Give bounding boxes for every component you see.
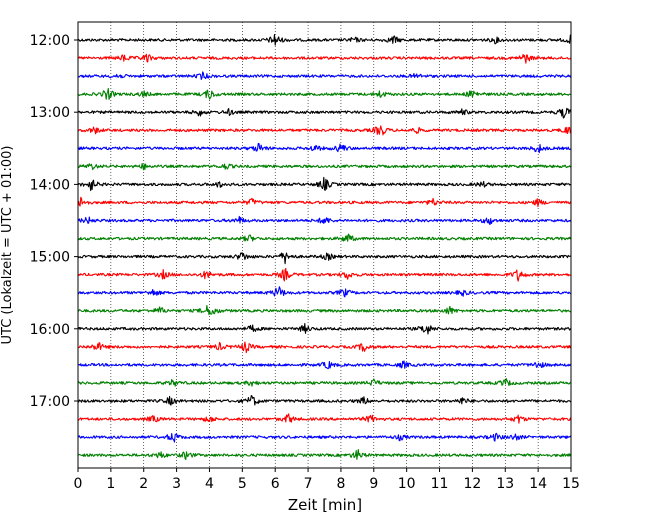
trace-line bbox=[77, 196, 572, 208]
trace-line bbox=[77, 413, 572, 424]
trace-line bbox=[77, 215, 572, 226]
x-tick-label: 9 bbox=[369, 476, 378, 492]
trace-line bbox=[77, 142, 572, 154]
x-tick-label: 0 bbox=[74, 476, 83, 492]
trace-line bbox=[77, 125, 572, 136]
y-tick-label: 12:00 bbox=[30, 33, 70, 49]
trace-line bbox=[77, 162, 572, 171]
plot-frame bbox=[77, 21, 572, 469]
x-tick-label: 4 bbox=[205, 476, 214, 492]
x-tick-label: 5 bbox=[238, 476, 247, 492]
x-tick-label: 10 bbox=[398, 476, 416, 492]
y-tick-label: 17:00 bbox=[30, 394, 70, 410]
trace-line bbox=[77, 233, 572, 242]
trace-line bbox=[78, 53, 572, 64]
y-tick-label: 15:00 bbox=[30, 250, 70, 266]
x-tick-label: 1 bbox=[106, 476, 115, 492]
x-tick-label: 11 bbox=[431, 476, 449, 492]
trace-line bbox=[77, 341, 572, 354]
trace-line bbox=[77, 252, 572, 265]
x-tick-label: 13 bbox=[496, 476, 514, 492]
trace-line bbox=[77, 378, 572, 387]
trace-line bbox=[77, 267, 572, 282]
trace-line bbox=[77, 286, 572, 298]
x-tick-label: 3 bbox=[172, 476, 181, 492]
x-tick-label: 2 bbox=[139, 476, 148, 492]
x-tick-label: 8 bbox=[336, 476, 345, 492]
trace-line bbox=[77, 107, 572, 119]
x-axis-ticks: 0 1 2 3 4 5 6 7 8 9 10 11 12 13 14 15 bbox=[74, 468, 580, 492]
trace-line bbox=[77, 395, 572, 406]
x-tick-label: 6 bbox=[271, 476, 280, 492]
x-tick-label: 7 bbox=[304, 476, 313, 492]
trace-line bbox=[77, 323, 572, 335]
trace-line bbox=[77, 71, 572, 80]
trace-line bbox=[78, 304, 572, 316]
y-axis-title: UTC (Lokalzeit = UTC + 01:00) bbox=[0, 146, 15, 345]
x-tick-label: 14 bbox=[529, 476, 547, 492]
y-tick-label: 14:00 bbox=[30, 177, 70, 193]
x-tick-label: 15 bbox=[562, 476, 580, 492]
trace-line bbox=[77, 176, 572, 192]
trace-line bbox=[77, 449, 572, 460]
y-tick-label: 13:00 bbox=[30, 105, 70, 121]
trace-group bbox=[77, 34, 572, 460]
x-tick-label: 12 bbox=[463, 476, 481, 492]
trace-line bbox=[77, 360, 572, 370]
vertical-gridlines bbox=[110, 22, 539, 468]
y-axis-ticks: 12:00 13:00 14:00 15:00 16:00 17:00 bbox=[30, 33, 78, 410]
trace-line bbox=[77, 34, 572, 46]
trace-line bbox=[77, 432, 572, 443]
x-axis-title: Zeit [min] bbox=[288, 496, 362, 514]
trace-line bbox=[77, 87, 572, 100]
y-tick-label: 16:00 bbox=[30, 322, 70, 338]
